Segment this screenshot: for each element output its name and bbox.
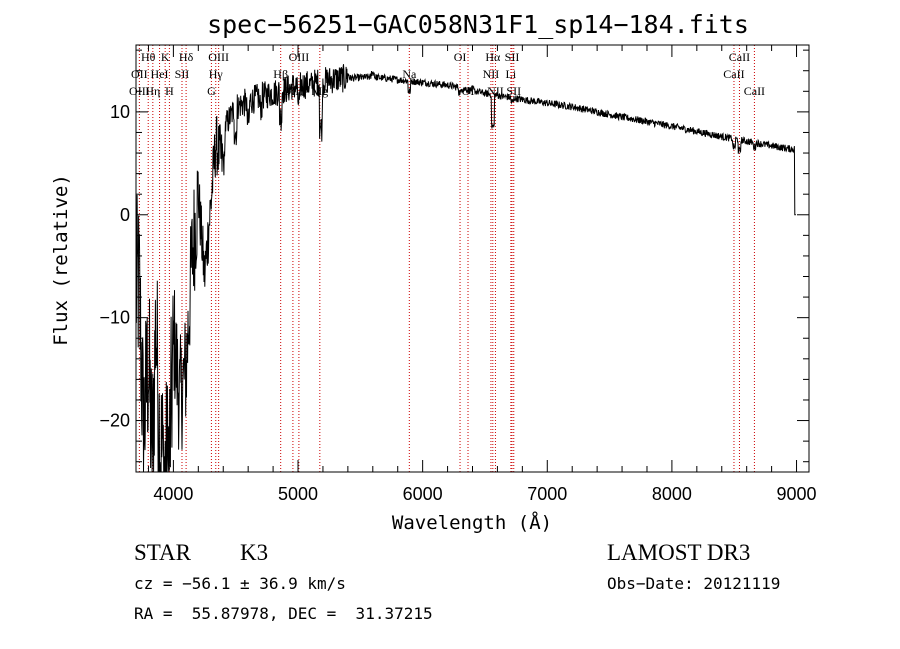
line-marker-label-21: NII xyxy=(483,67,500,81)
x-axis-label: Wavelength (Å) xyxy=(392,511,552,534)
line-marker-label-0: Hθ xyxy=(141,50,156,64)
line-marker-label-11: G xyxy=(207,84,216,98)
line-marker-label-4: HeI xyxy=(151,67,169,81)
chart-title: spec−56251−GAC058N31F1_sp14−184.fits xyxy=(207,10,749,39)
line-marker-label-16: Na xyxy=(402,67,417,81)
y-tick-label-3: −20 xyxy=(99,411,130,431)
line-marker-label-7: SII xyxy=(175,67,190,81)
line-marker-label-19: Hα xyxy=(485,50,501,64)
line-marker-label-3: K xyxy=(161,50,170,64)
y-axis-label: Flux (relative) xyxy=(50,174,72,346)
spectral-line-markers xyxy=(138,45,755,472)
line-marker-label-6: Hδ xyxy=(179,50,194,64)
spectrum-series-line xyxy=(135,64,796,473)
line-marker-label-20: SII xyxy=(505,50,520,64)
x-tick-label-8000: 8000 xyxy=(652,484,692,504)
x-tick-label-6000: 6000 xyxy=(403,484,443,504)
coordinates-readout: RA = 55.87978, DEC = 31.37215 xyxy=(134,604,433,623)
line-marker-label-1: OII xyxy=(131,67,148,81)
line-marker-label-12: OIII xyxy=(289,50,310,64)
line-marker-label-22: Li xyxy=(506,67,517,81)
x-tick-label-4000: 4000 xyxy=(153,484,193,504)
line-marker-label-8: H xyxy=(165,84,174,98)
survey-name: LAMOST DR3 xyxy=(607,540,751,565)
y-tick-label-1: 0 xyxy=(120,205,130,225)
line-marker-label-5: Hη xyxy=(145,84,160,98)
line-marker-label-9: OIII xyxy=(208,50,229,64)
observation-date: Obs−Date: 20121119 xyxy=(607,574,781,593)
x-tick-label-5000: 5000 xyxy=(278,484,318,504)
line-marker-label-27: CaII xyxy=(744,84,765,98)
y-tick-label-2: −10 xyxy=(99,308,130,328)
line-marker-label-26: CaII xyxy=(723,67,744,81)
x-tick-label-9000: 9000 xyxy=(777,484,817,504)
y-tick-label-0: 10 xyxy=(110,102,130,122)
line-marker-label-24: SII xyxy=(506,84,521,98)
object-subclass: K3 xyxy=(240,540,269,565)
line-marker-label-25: CaII xyxy=(729,50,750,64)
line-marker-label-10: Hγ xyxy=(209,67,224,81)
line-marker-label-13: Hβ xyxy=(273,67,288,81)
redshift-readout: cz = −56.1 ± 36.9 km/s xyxy=(134,574,346,593)
line-marker-label-17: OI xyxy=(454,50,467,64)
object-class: STAR xyxy=(134,540,191,565)
x-tick-label-7000: 7000 xyxy=(527,484,567,504)
y-axis-ticks: 10 0 −10 −20 xyxy=(99,49,809,463)
x-axis-ticks: 4000 5000 6000 7000 8000 9000 xyxy=(147,45,817,504)
